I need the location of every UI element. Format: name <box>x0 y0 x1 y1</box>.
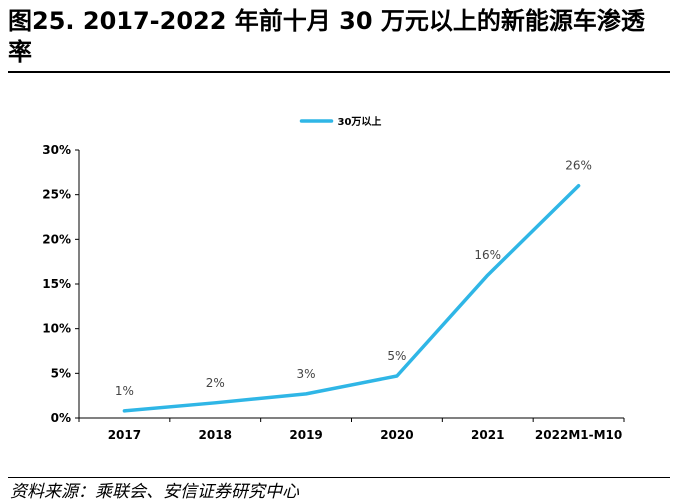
chart-legend: 30万以上 <box>299 115 382 128</box>
y-tick-label: 15% <box>42 277 71 291</box>
y-axis-ticks: 0% 5% 10% 15% 20% 25% 30% <box>42 143 79 425</box>
chart-axes <box>78 150 624 419</box>
title-rule <box>8 71 670 73</box>
x-tick-label: 2022M1-M10 <box>535 428 622 442</box>
x-axis-ticks: 2017 2018 2019 2020 2021 2022M1-M10 <box>78 418 625 442</box>
y-tick-label: 5% <box>51 366 71 380</box>
x-tick-label: 2018 <box>199 428 232 442</box>
data-label: 2% <box>206 376 225 390</box>
x-tick-label: 2021 <box>471 428 504 442</box>
source-note: 资料来源：乘联会、安信证券研究中心 <box>10 482 299 502</box>
data-label: 16% <box>474 248 501 262</box>
source-rule <box>8 477 670 478</box>
line-chart: 0% 5% 10% 15% 20% 25% 30% 2017 2018 2019 2020 2021… <box>42 115 625 442</box>
legend-label: 30万以上 <box>338 115 382 128</box>
y-tick-label: 0% <box>51 411 71 425</box>
x-tick-label: 2020 <box>380 428 413 442</box>
series-group <box>122 183 581 413</box>
y-tick-label: 20% <box>42 232 71 246</box>
data-labels: 1% 2% 3% 5% 16% 26% <box>115 159 592 398</box>
data-label: 26% <box>565 159 592 173</box>
x-tick-label: 2017 <box>108 428 141 442</box>
y-tick-label: 10% <box>42 322 71 336</box>
series-line <box>122 183 581 413</box>
figure-title: 图25. 2017-2022 年前十月 30 万元以上的新能源车渗透率 <box>8 7 645 66</box>
y-tick-label: 30% <box>42 143 71 157</box>
data-label: 1% <box>115 384 134 398</box>
data-label: 3% <box>297 367 316 381</box>
x-tick-label: 2019 <box>289 428 322 442</box>
y-tick-label: 25% <box>42 188 71 202</box>
data-label: 5% <box>387 349 406 363</box>
